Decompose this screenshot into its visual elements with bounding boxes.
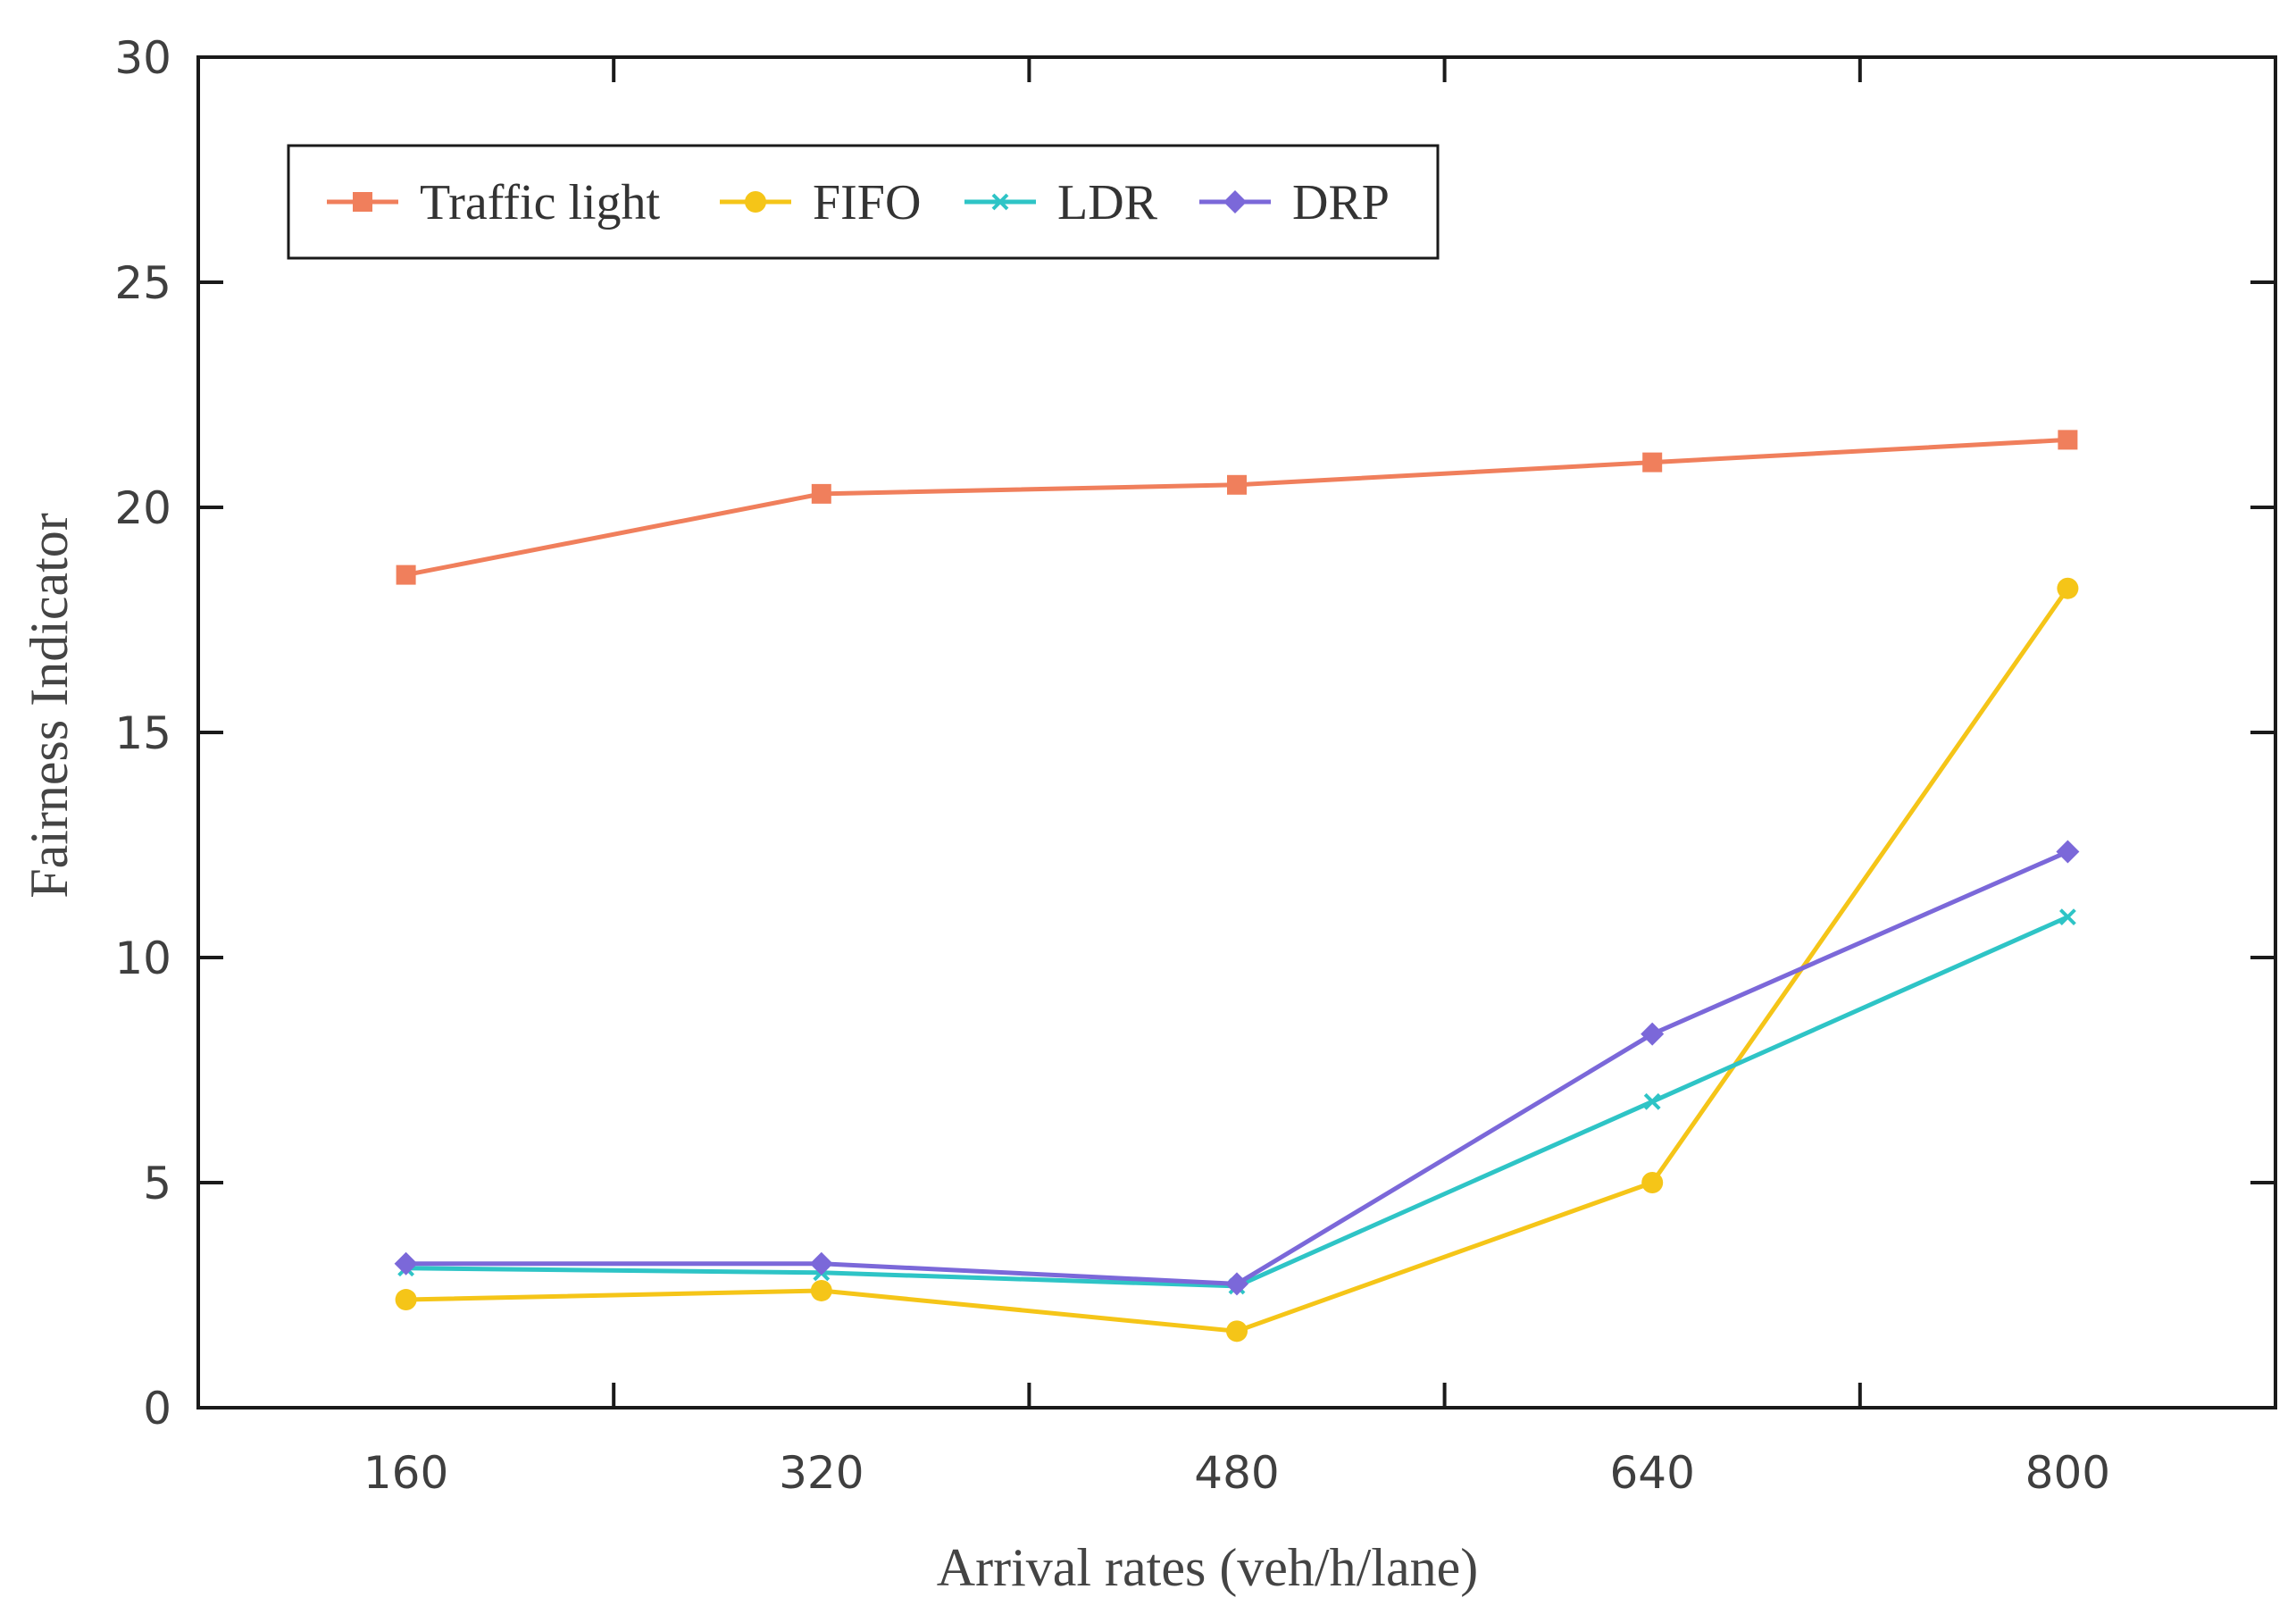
- x-tick-label: 160: [363, 1447, 448, 1499]
- series-layer: [394, 430, 2080, 1343]
- legend-label: FIFO: [813, 175, 921, 230]
- data-point: [2058, 908, 2076, 926]
- series-line: [405, 437, 2068, 578]
- legend-marker: [745, 191, 766, 213]
- data-point: [1227, 474, 1247, 495]
- legend-marker: [1223, 190, 1247, 213]
- series-ldr: [397, 908, 2076, 1295]
- y-tick-label: 30: [114, 32, 171, 84]
- legend-item: DRP: [1199, 175, 1390, 230]
- y-tick-label: 20: [114, 482, 171, 534]
- legend-item: Traffic light: [327, 175, 661, 230]
- data-point: [809, 1251, 833, 1276]
- y-axis-title: Fairness Indicator: [20, 513, 79, 899]
- data-point: [810, 1279, 832, 1301]
- axis-ticks: [198, 55, 2275, 1409]
- legend: Traffic light FIFO LDR DRP: [287, 144, 1440, 260]
- data-point: [1643, 1092, 1661, 1110]
- data-point: [394, 1251, 418, 1276]
- series-line: [405, 915, 2069, 1289]
- data-point: [2056, 840, 2080, 864]
- y-tick-label: 10: [114, 933, 171, 984]
- y-tick-label: 25: [114, 257, 171, 309]
- legend-marker: [353, 192, 372, 212]
- data-point: [811, 483, 831, 504]
- legend-items: Traffic light FIFO LDR DRP: [327, 175, 1390, 230]
- y-tick-label: 0: [143, 1383, 171, 1435]
- y-tick-label: 15: [114, 707, 171, 759]
- legend-label: DRP: [1292, 175, 1390, 230]
- data-point: [2057, 577, 2079, 599]
- data-point: [1225, 1272, 1248, 1296]
- x-tick-label: 640: [1609, 1447, 1694, 1499]
- legend-item: FIFO: [720, 175, 921, 230]
- series-line: [405, 849, 2069, 1286]
- legend-marker: [991, 193, 1009, 211]
- x-axis-title: Arrival rates (veh/h/lane): [937, 1538, 1478, 1597]
- series-fifo: [395, 577, 2079, 1343]
- series-drp: [394, 840, 2080, 1296]
- x-tick-label: 480: [1194, 1447, 1279, 1499]
- data-point: [395, 1289, 417, 1311]
- data-point: [1641, 1172, 1664, 1193]
- legend-label: LDR: [1057, 175, 1158, 230]
- x-tick-label: 800: [2025, 1447, 2110, 1499]
- series-traffic-light: [396, 430, 2078, 585]
- y-tick-label: 5: [143, 1158, 171, 1209]
- data-point: [396, 565, 416, 585]
- legend-item: LDR: [964, 175, 1158, 230]
- data-point: [1226, 1320, 1248, 1343]
- data-point: [2058, 430, 2078, 450]
- plot-frame: [196, 55, 2277, 1409]
- legend-label: Traffic light: [420, 175, 661, 230]
- data-point: [1642, 452, 1663, 473]
- x-tick-label: 320: [779, 1447, 864, 1499]
- data-point: [1641, 1022, 1665, 1046]
- axis-tick-labels: 0 5 10 15 20 25 30 160 320 480 640 800: [114, 32, 2110, 1499]
